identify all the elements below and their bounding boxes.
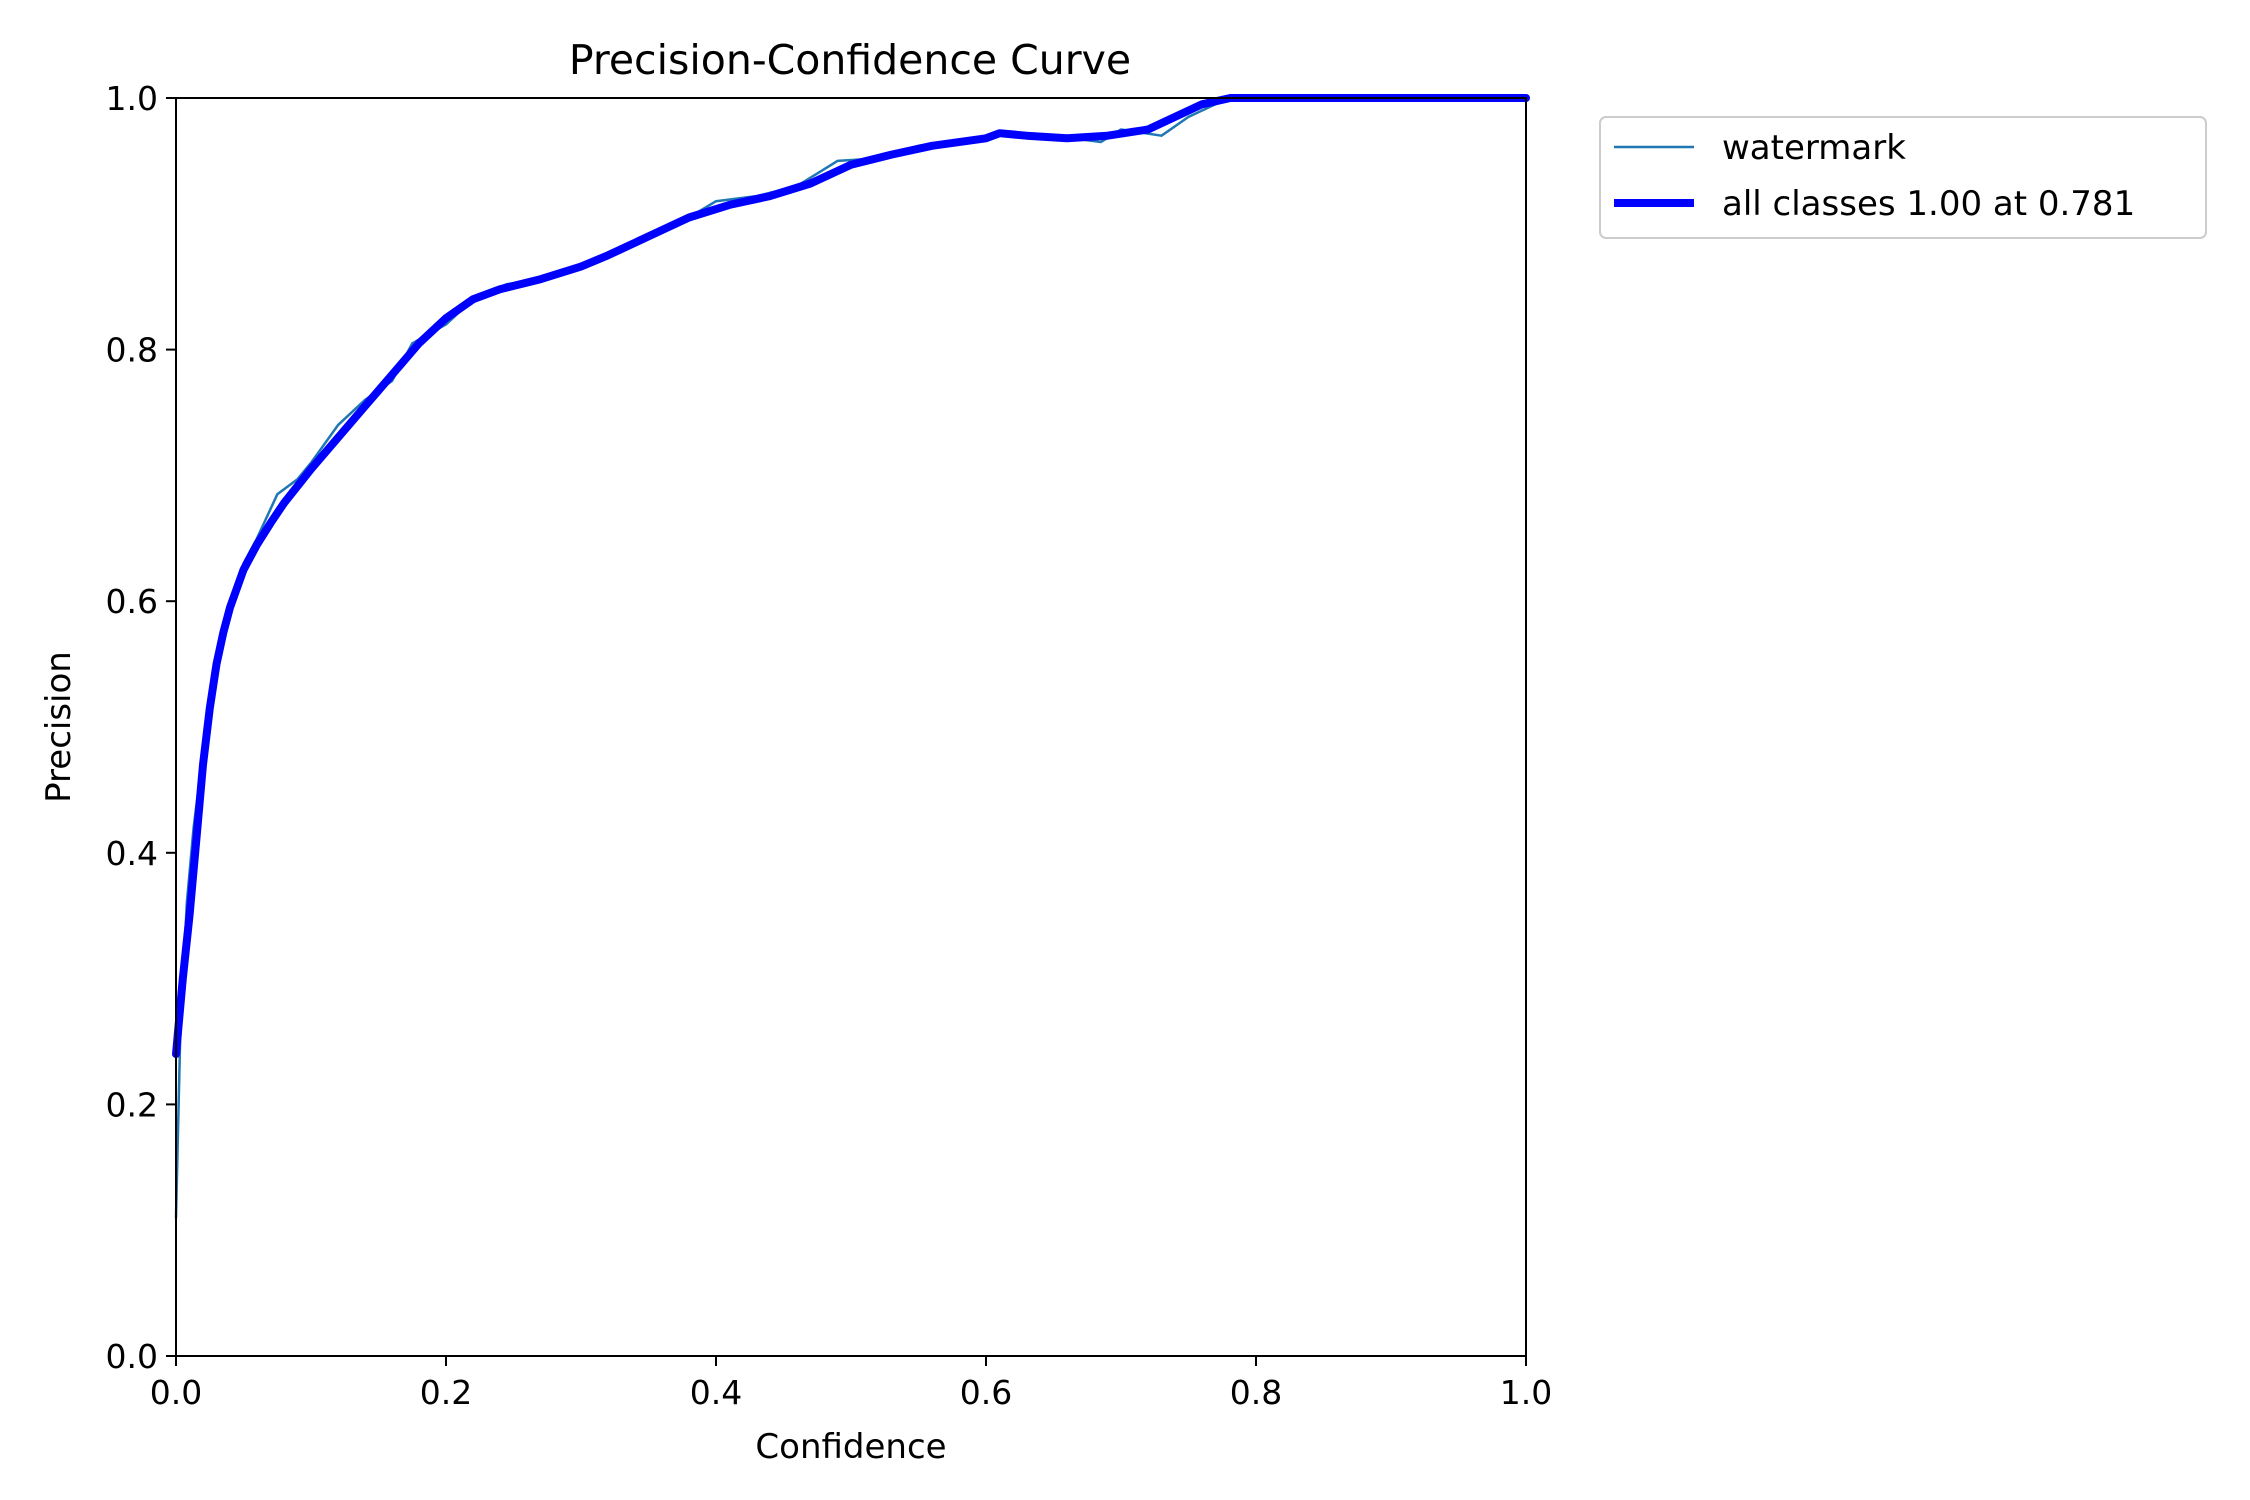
y-tick-label: 0.0 (106, 1337, 158, 1376)
x-tick-label: 0.4 (690, 1373, 742, 1412)
y-tick-label: 1.0 (106, 79, 158, 118)
y-axis-label: Precision (39, 651, 79, 803)
legend-label-0: watermark (1722, 128, 1906, 168)
x-tick-label: 0.2 (420, 1373, 472, 1412)
legend-label-1: all classes 1.00 at 0.781 (1722, 184, 2135, 224)
y-tick-label: 0.8 (106, 331, 158, 370)
chart-title: Precision-Confidence Curve (569, 36, 1131, 84)
x-axis: 0.0 0.2 0.4 0.6 0.8 1.0 (150, 1356, 1552, 1412)
y-tick-label: 0.2 (106, 1085, 158, 1124)
x-tick-label: 0.0 (150, 1373, 202, 1412)
x-tick-label: 0.6 (960, 1373, 1012, 1412)
series-lines (172, 94, 1530, 1219)
plot-frame (175, 97, 1527, 1357)
legend: watermark all classes 1.00 at 0.781 (1599, 116, 2207, 239)
series-line-1 (172, 94, 1530, 1059)
legend-box (1599, 116, 2207, 239)
x-tick-label: 0.8 (1230, 1373, 1282, 1412)
y-tick-label: 0.6 (106, 582, 158, 621)
x-tick-label: 1.0 (1500, 1373, 1552, 1412)
x-axis-label: Confidence (755, 1427, 946, 1467)
plot-area (176, 98, 1526, 1356)
y-axis: 0.0 0.2 0.4 0.6 0.8 1.0 (106, 79, 176, 1376)
y-tick-label: 0.4 (106, 834, 158, 873)
